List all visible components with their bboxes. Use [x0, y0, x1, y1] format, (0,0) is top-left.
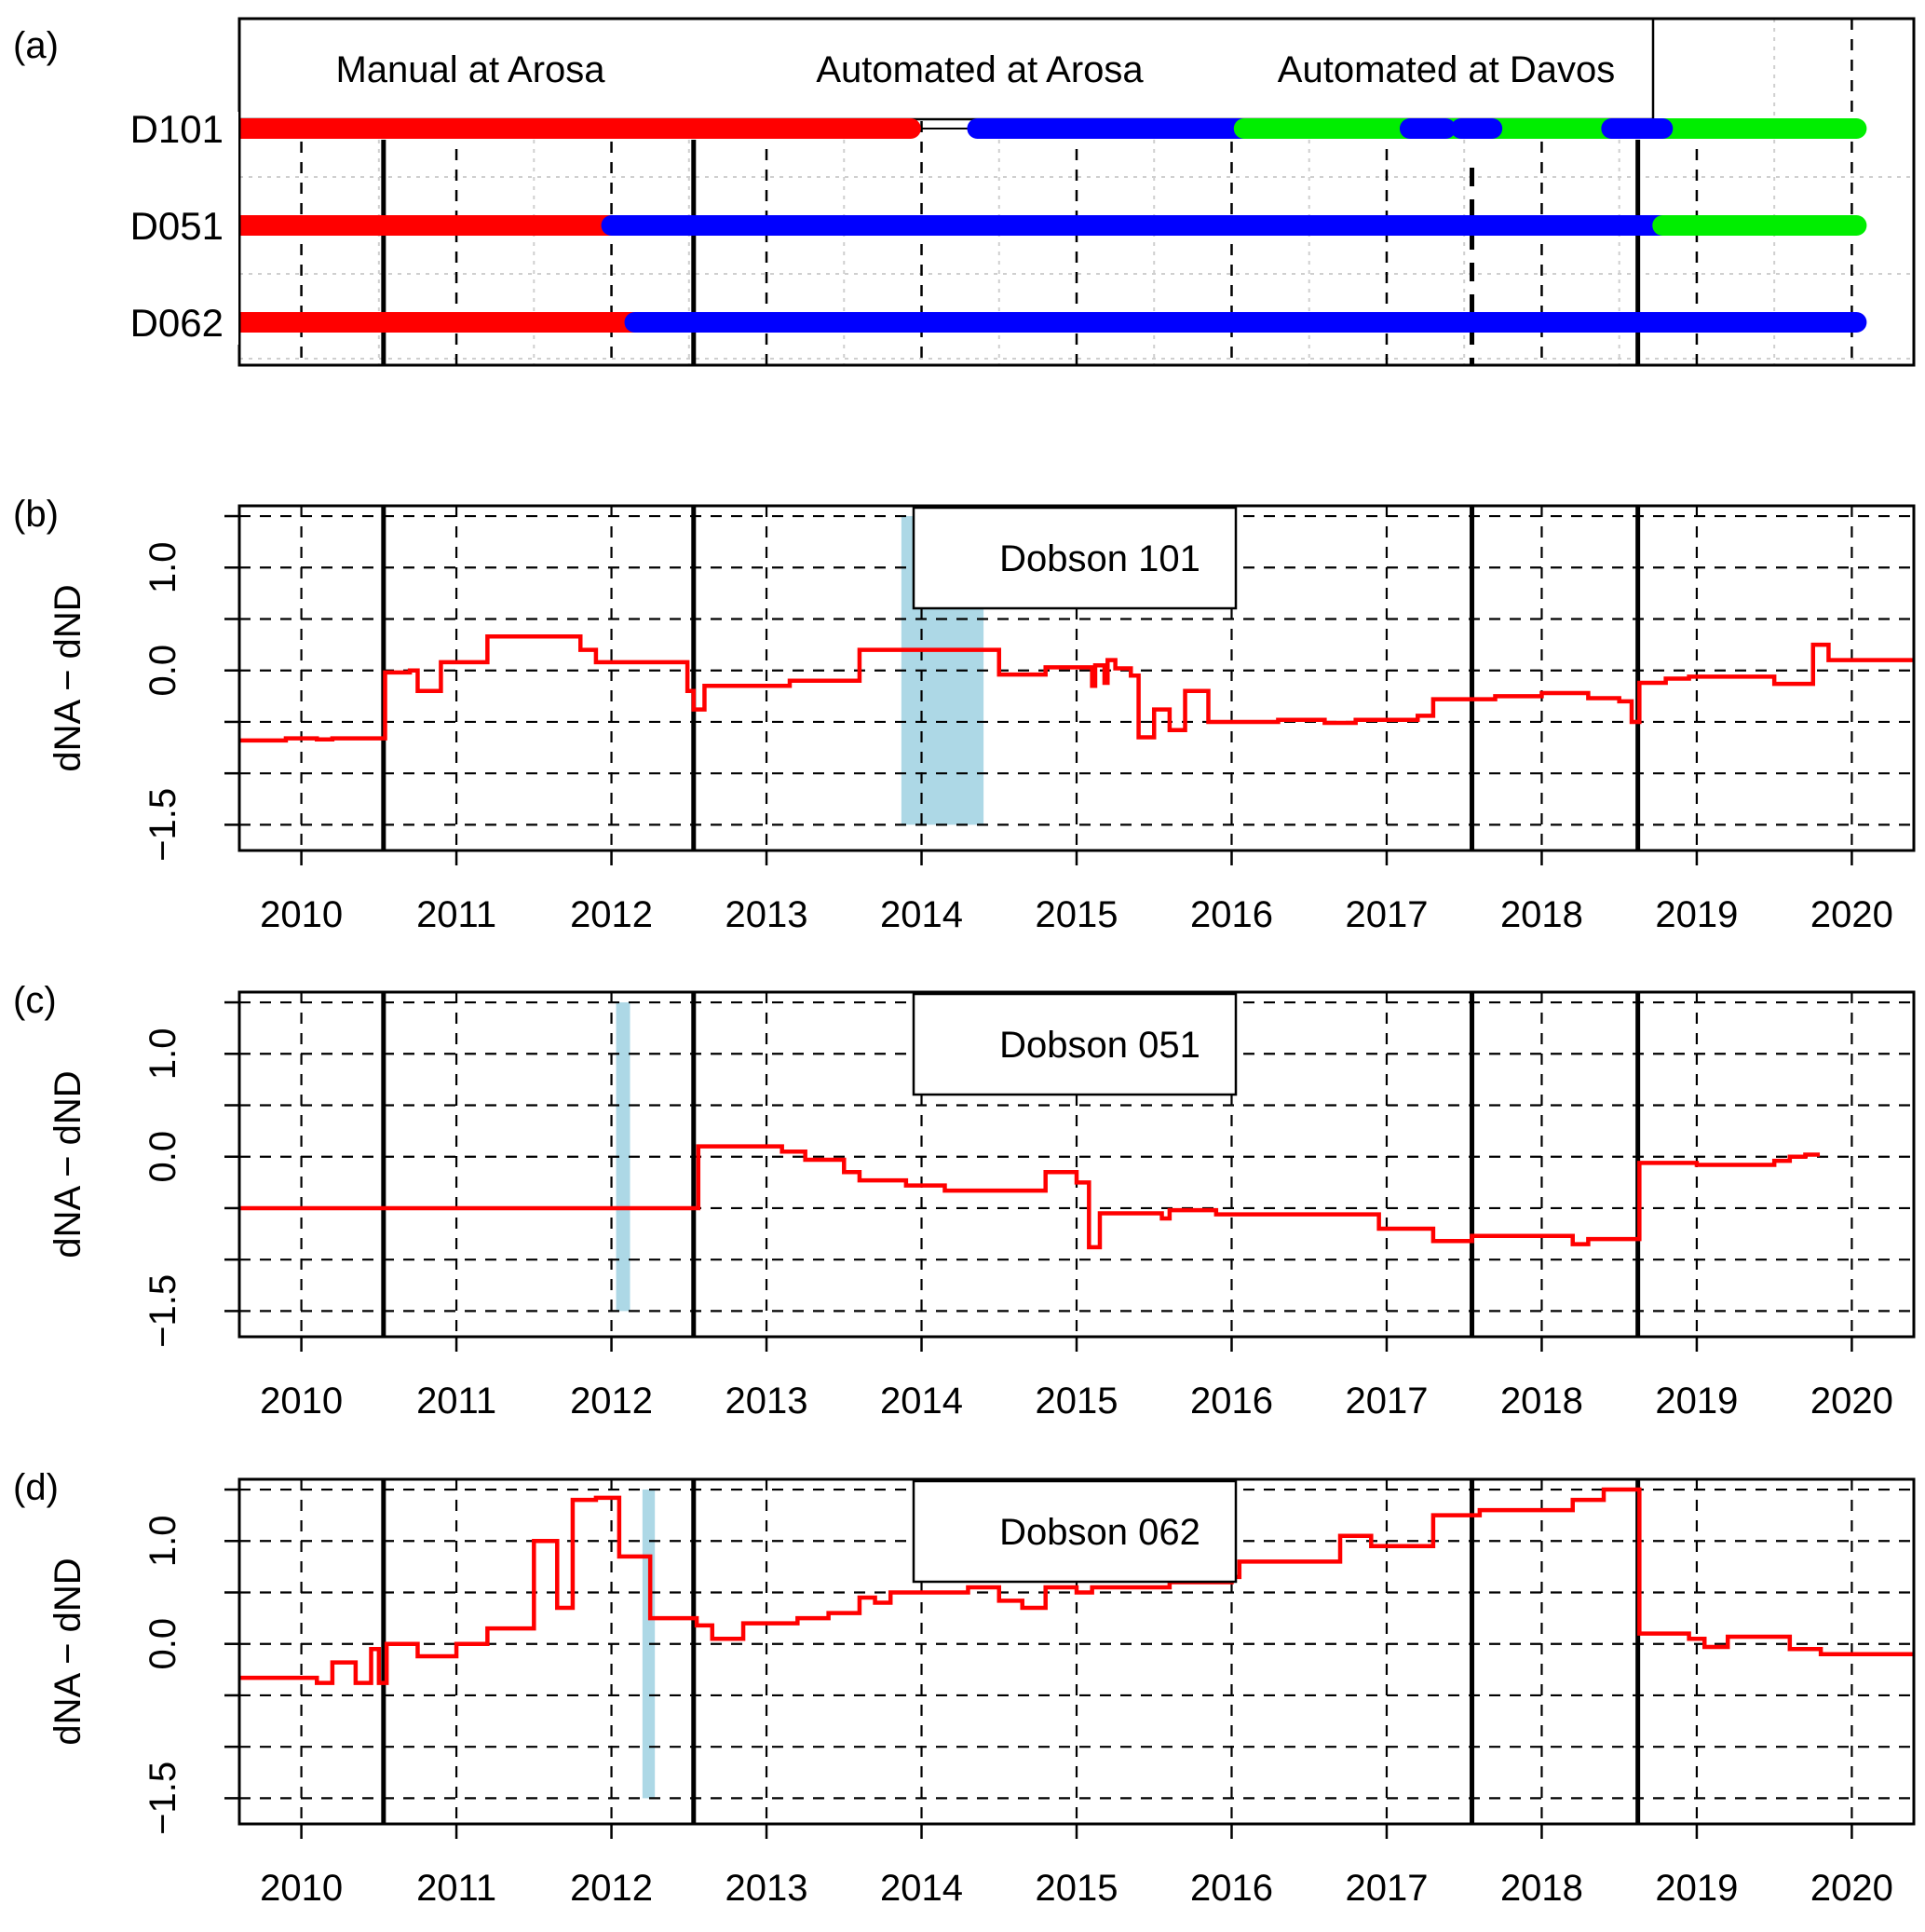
x-tick-label: 2015 [1036, 894, 1118, 935]
x-tick-label: 2020 [1810, 1868, 1893, 1909]
y-tick-label: −1.5 [142, 1762, 183, 1835]
instrument-label: D051 [130, 204, 224, 248]
x-tick-label: 2017 [1345, 1381, 1428, 1422]
panel-b-plot: Dobson 101 −1.5 0.0 1.0 dNA − dND 2010 2011 201… [47, 504, 1916, 935]
x-tick-label: 2013 [725, 1868, 808, 1909]
x-tick-label: 2018 [1500, 1868, 1583, 1909]
legend-label: Dobson 101 [999, 538, 1200, 579]
panel-d-plot: Dobson 062 −1.5 0.0 1.0 dNA − dND 2010 2011 201… [47, 1477, 1916, 1909]
shaded-interval [616, 1002, 630, 1312]
x-tick-label: 2016 [1190, 1381, 1273, 1422]
x-tick-label: 2010 [260, 1381, 343, 1422]
x-tick-label: 2012 [570, 1868, 653, 1909]
panel-d-chart: (d) Dobson 062 −1.5 0.0 1.0 dNA − dND 2010 201… [13, 1467, 1916, 1909]
y-tick-label: 0.0 [142, 1131, 183, 1183]
x-tick-label: 2018 [1500, 1381, 1583, 1422]
legend-label: Dobson 062 [999, 1512, 1200, 1553]
x-tick-label: 2015 [1036, 1381, 1118, 1422]
y-tick-label: −1.5 [142, 788, 183, 862]
timeline-content: Manual at Arosa Automated at Arosa Automat… [130, 17, 1916, 367]
x-tick-label: 2019 [1655, 1381, 1738, 1422]
panel-c-plot: Dobson 051 −1.5 0.0 1.0 dNA − dND 2010 2011 201… [47, 990, 1916, 1422]
instrument-label: D101 [130, 107, 224, 151]
x-tick-label: 2017 [1345, 1868, 1428, 1909]
x-tick-label: 2014 [880, 1868, 963, 1909]
y-axis-label: dNA − dND [47, 584, 88, 771]
x-tick-label: 2013 [725, 1381, 808, 1422]
x-tick-label: 2011 [416, 1381, 496, 1422]
x-tick-label: 2016 [1190, 894, 1273, 935]
legend-entry: Automated at Davos [1278, 49, 1615, 90]
x-tick-label: 2014 [880, 894, 963, 935]
x-tick-label: 2010 [260, 894, 343, 935]
x-tick-label: 2019 [1655, 1868, 1738, 1909]
legend-entry: Manual at Arosa [335, 49, 605, 90]
y-axis-label: dNA − dND [47, 1558, 88, 1745]
legend-entry: Automated at Arosa [816, 49, 1144, 90]
x-tick-label: 2020 [1810, 894, 1893, 935]
step-series [239, 1487, 1914, 1685]
x-tick-label: 2018 [1500, 894, 1583, 935]
panel-c-chart: (c) Dobson 051 −1.5 0.0 1.0 dNA − dND 2010 201… [13, 980, 1916, 1422]
edge-cover [226, 112, 238, 345]
panel-b-label: (b) [13, 494, 59, 535]
y-tick-label: −1.5 [142, 1274, 183, 1348]
x-tick-label: 2011 [416, 1868, 496, 1909]
step-series [239, 1144, 1821, 1250]
x-tick-label: 2016 [1190, 1868, 1273, 1909]
instrument-label: D062 [130, 301, 224, 345]
legend-box [912, 992, 1238, 1096]
x-tick-label: 2015 [1036, 1868, 1118, 1909]
step-series [239, 634, 1914, 743]
x-tick-label: 2010 [260, 1868, 343, 1909]
legend-label: Dobson 051 [999, 1025, 1200, 1066]
y-tick-label: 1.0 [142, 541, 183, 593]
y-tick-label: 1.0 [142, 1027, 183, 1080]
x-tick-label: 2019 [1655, 894, 1738, 935]
legend-box [912, 506, 1238, 610]
panel-d-label: (d) [13, 1467, 59, 1508]
x-tick-label: 2014 [880, 1381, 963, 1422]
panel-b-chart: (b) Dobson 101 −1.5 0.0 1.0 dNA − dND 2010 201… [13, 494, 1916, 935]
panel-a-label: (a) [13, 25, 59, 66]
x-tick-label: 2012 [570, 1381, 653, 1422]
legend-box [912, 1479, 1238, 1584]
x-tick-label: 2012 [570, 894, 653, 935]
y-axis-label: dNA − dND [47, 1070, 88, 1258]
y-tick-label: 1.0 [142, 1515, 183, 1567]
panel-a-timeline: (a) Manual at Arosa Automated at Arosa Aut… [13, 17, 1916, 367]
panel-frame [237, 17, 1916, 367]
panel-c-label: (c) [13, 980, 57, 1021]
x-tick-label: 2011 [416, 894, 496, 935]
x-tick-label: 2020 [1810, 1381, 1893, 1422]
y-tick-label: 0.0 [142, 645, 183, 697]
y-tick-label: 0.0 [142, 1618, 183, 1670]
x-tick-label: 2017 [1345, 894, 1428, 935]
x-tick-label: 2013 [725, 894, 808, 935]
